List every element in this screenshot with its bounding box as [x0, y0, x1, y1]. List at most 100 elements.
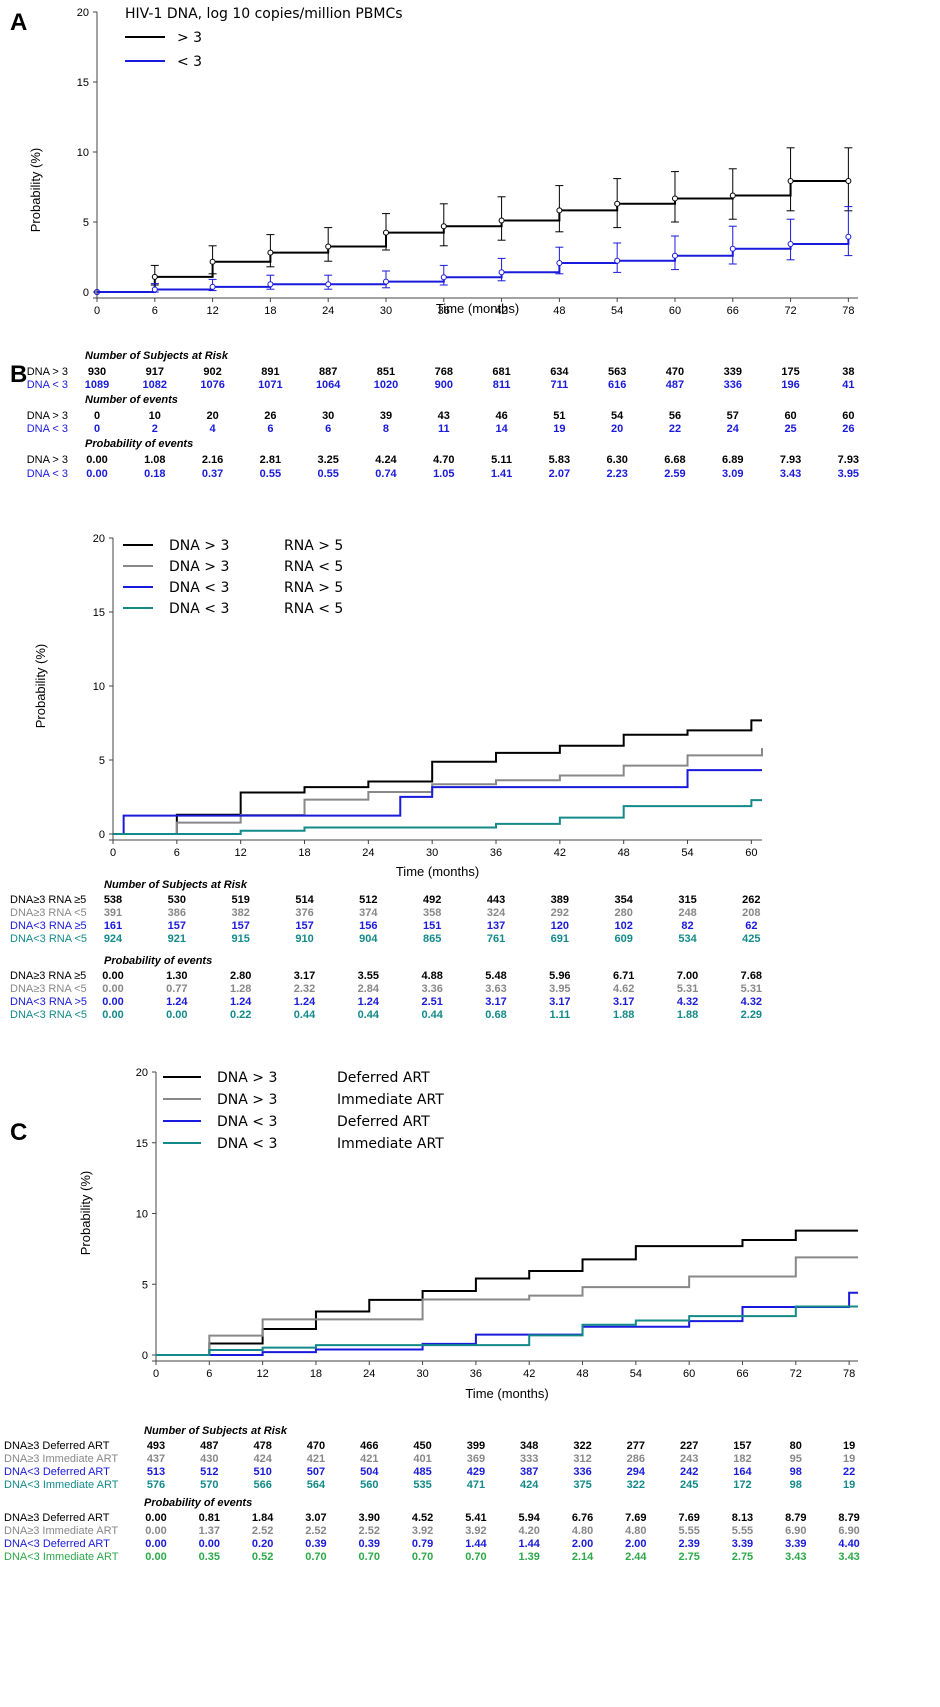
tableA-cell: 1082 [143, 379, 167, 391]
tableC-cell: 0.00 [145, 1512, 166, 1524]
tableC-cell: 466 [360, 1440, 378, 1452]
tableB-cell: 519 [231, 894, 249, 906]
tableB-cell: 0.77 [166, 983, 187, 995]
tableC-cell: 2.75 [732, 1551, 753, 1563]
tableA-section-heading: Probability of events [85, 438, 193, 450]
chartC-x-tick-label: 66 [736, 1368, 748, 1380]
tableA-cell: 887 [319, 366, 337, 378]
tableB-cell: 62 [745, 920, 757, 932]
tableC-cell: 312 [573, 1453, 591, 1465]
tableA-cell: 0.18 [144, 468, 165, 480]
tableC-cell: 4.40 [838, 1538, 859, 1550]
tableC-cell: 164 [733, 1466, 752, 1478]
tableB-row-label: DNA<3 RNA ≥5 [10, 920, 87, 932]
tableB-cell: 280 [615, 907, 633, 919]
panel-letter-b: B [10, 361, 27, 388]
tableA-cell: 57 [727, 410, 739, 422]
tableB-cell: 1.11 [549, 1009, 570, 1021]
tableA-cell: 60 [842, 410, 854, 422]
chartA-point [614, 257, 621, 264]
tableC-section-heading: Probability of events [144, 1497, 252, 1509]
chartA-point [440, 274, 447, 281]
tableB-cell: 208 [742, 907, 760, 919]
chartB-series-line-3 [113, 799, 762, 835]
tableB-cell: 1.30 [166, 970, 187, 982]
tableB-cell: 530 [168, 894, 186, 906]
tableA-cell: 900 [435, 379, 453, 391]
tableA-cell: 6.89 [722, 454, 743, 466]
tableC-cell: 8.79 [785, 1512, 806, 1524]
tableB-cell: 425 [742, 933, 760, 945]
tableC-cell: 3.92 [412, 1525, 433, 1537]
tableC-section-heading: Number of Subjects at Risk [144, 1425, 288, 1437]
tableC-cell: 2.14 [572, 1551, 594, 1563]
chartC-legend-label-0: DNA > 3 [217, 1070, 277, 1086]
tableB-cell: 0.00 [102, 1009, 123, 1021]
chartA-point [729, 245, 736, 252]
tableC-cell: 564 [307, 1479, 326, 1491]
chartA-y-tick-label: 0 [83, 287, 89, 299]
tableC-cell: 0.70 [305, 1551, 326, 1563]
chartC-legend-label-2: DNA < 3 [217, 1114, 277, 1130]
chartA-x-tick-label: 66 [727, 305, 739, 317]
tableC-cell: 450 [413, 1440, 431, 1452]
tableC-cell: 5.94 [519, 1512, 541, 1524]
tableB-cell: 512 [359, 894, 377, 906]
chartB-x-axis-title: Time (months) [396, 864, 479, 879]
chartB-legend-label-2: DNA < 3 [169, 580, 229, 596]
tableB-cell: 3.63 [485, 983, 506, 995]
tableB-cell: 514 [295, 894, 314, 906]
tableA-cell: 39 [380, 410, 392, 422]
tableB-cell: 5.31 [677, 983, 698, 995]
tableC-row-label: DNA<3 Immediate ART [4, 1551, 119, 1563]
tableA-cell: 26 [264, 410, 276, 422]
tableA-cell: 5.83 [549, 454, 570, 466]
chartA-point [440, 223, 447, 230]
chartC-legend-label2-1: Immediate ART [337, 1092, 444, 1108]
chartA-point [729, 192, 736, 199]
tableC-row-label: DNA≥3 Deferred ART [4, 1512, 110, 1524]
tableB-cell: 7.68 [741, 970, 762, 982]
tableC-cell: 0.52 [252, 1551, 273, 1563]
chartC-series-line-3 [156, 1305, 858, 1356]
tableB-cell: 3.36 [421, 983, 442, 995]
tableB-cell: 5.31 [741, 983, 762, 995]
chartA-x-tick-label: 36 [438, 305, 450, 317]
tableA-cell: 175 [781, 366, 799, 378]
tableC-cell: 1.37 [199, 1525, 220, 1537]
tableA-cell: 24 [727, 423, 740, 435]
tableA-cell: 30 [322, 410, 334, 422]
tableC-cell: 80 [790, 1440, 802, 1452]
tableB-row-label: DNA≥3 RNA <5 [10, 983, 87, 995]
tableB-cell: 248 [678, 907, 696, 919]
chartA-x-tick-label: 0 [94, 305, 100, 317]
tableA-cell: 681 [492, 366, 510, 378]
tableA-cell: 339 [724, 366, 742, 378]
tableA-cell: 336 [724, 379, 742, 391]
chartC-x-tick-label: 78 [843, 1368, 855, 1380]
tableC-cell: 172 [733, 1479, 751, 1491]
chartB-series-line-0 [113, 719, 762, 835]
tableA-cell: 22 [669, 423, 681, 435]
tableC-cell: 157 [733, 1440, 751, 1452]
tableB-section-heading: Probability of events [104, 955, 212, 967]
tableA-cell: 2.07 [549, 468, 570, 480]
tableB-cell: 262 [742, 894, 760, 906]
tableC-cell: 6.90 [838, 1525, 859, 1537]
chartB-y-tick-label: 5 [99, 755, 105, 767]
tableC-cell: 1.44 [519, 1538, 541, 1550]
tableB-cell: 538 [104, 894, 122, 906]
tableC-cell: 98 [790, 1479, 802, 1491]
tableC-cell: 375 [573, 1479, 591, 1491]
chartC-legend-label2-0: Deferred ART [337, 1070, 430, 1086]
tableC-cell: 1.84 [252, 1512, 274, 1524]
tableB-cell: 3.17 [485, 996, 506, 1008]
tableA-cell: 25 [784, 423, 796, 435]
tableB-cell: 157 [231, 920, 249, 932]
tableC-cell: 3.39 [732, 1538, 753, 1550]
tableC-cell: 4.52 [412, 1512, 433, 1524]
tableB-cell: 6.71 [613, 970, 634, 982]
chartB-legend-label-3: DNA < 3 [169, 601, 229, 617]
tableA-cell: 487 [666, 379, 684, 391]
